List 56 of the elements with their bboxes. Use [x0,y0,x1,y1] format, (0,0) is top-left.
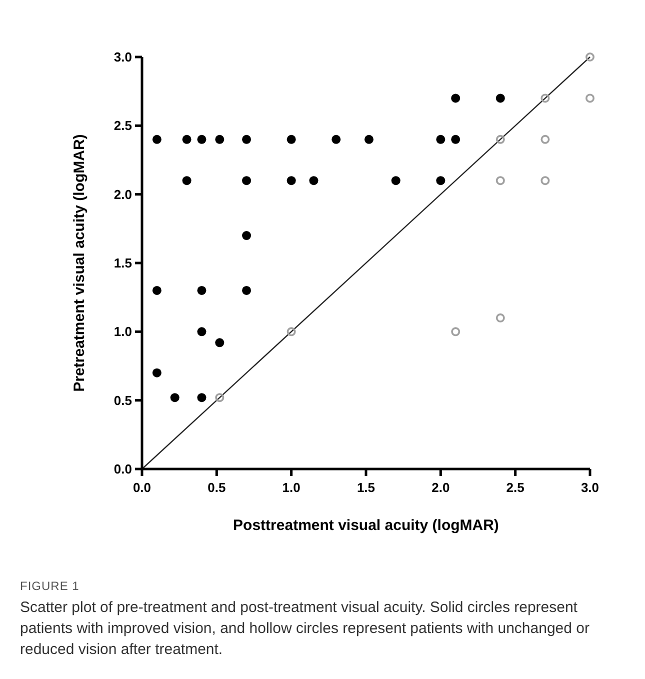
point [451,94,460,103]
point [286,134,296,144]
point [540,94,550,103]
point [152,134,162,144]
point [496,94,505,103]
y-tick-label: 1.5 [114,256,132,270]
point [436,176,446,186]
y-tick-label: 0.5 [114,392,132,408]
point [182,134,192,144]
point [170,393,180,402]
point [242,134,252,144]
x-tick-label: 0.0 [132,480,152,495]
text: FIGURE 1 [20,579,80,593]
point [215,338,224,348]
point [540,176,550,186]
point [391,176,400,186]
point [242,286,252,295]
point [496,313,505,322]
point [309,176,318,186]
x-tick-label: 2.0 [432,480,450,495]
point [197,286,206,295]
point [496,176,505,186]
text: Scatter plot of pre-treatment and post-treatment visual acuity. Solid circles represent patients with improved vision, and hollow circles represent patients with unchanged or reduced vision after treatment. [20,598,590,660]
y-tick-label: 2.0 [114,186,132,202]
point [152,368,162,378]
point [451,134,460,144]
point [436,134,446,144]
point [586,94,594,103]
y-axis-title: Pretreatment visual acuity (logMAR) [71,134,88,392]
x-tick-label: 1.5 [356,480,376,495]
point [182,176,192,186]
point [152,286,162,295]
point [242,176,252,186]
point [540,134,550,144]
x-tick-label: 1.0 [282,480,300,495]
x-tick-label: 0.5 [208,480,226,495]
y-tick-label: 1.0 [114,324,132,340]
point [215,393,224,402]
x-tick-label: 2.5 [506,480,524,495]
y-tick-label: 3.0 [114,50,132,64]
point [286,176,296,186]
y-tick-label: 0.0 [114,462,132,476]
point [197,134,206,144]
point [242,231,252,240]
y-tick-label: 2.5 [114,118,132,134]
point [451,327,460,336]
point [286,327,296,336]
point [332,134,341,144]
point [586,52,594,62]
point [496,134,505,144]
point [197,393,206,402]
point [215,134,224,144]
x-tick-label: 3.0 [580,480,600,495]
x-axis-title: Posttreatment visual acuity (logMAR) [233,517,499,534]
point [364,134,374,144]
point [197,327,206,336]
